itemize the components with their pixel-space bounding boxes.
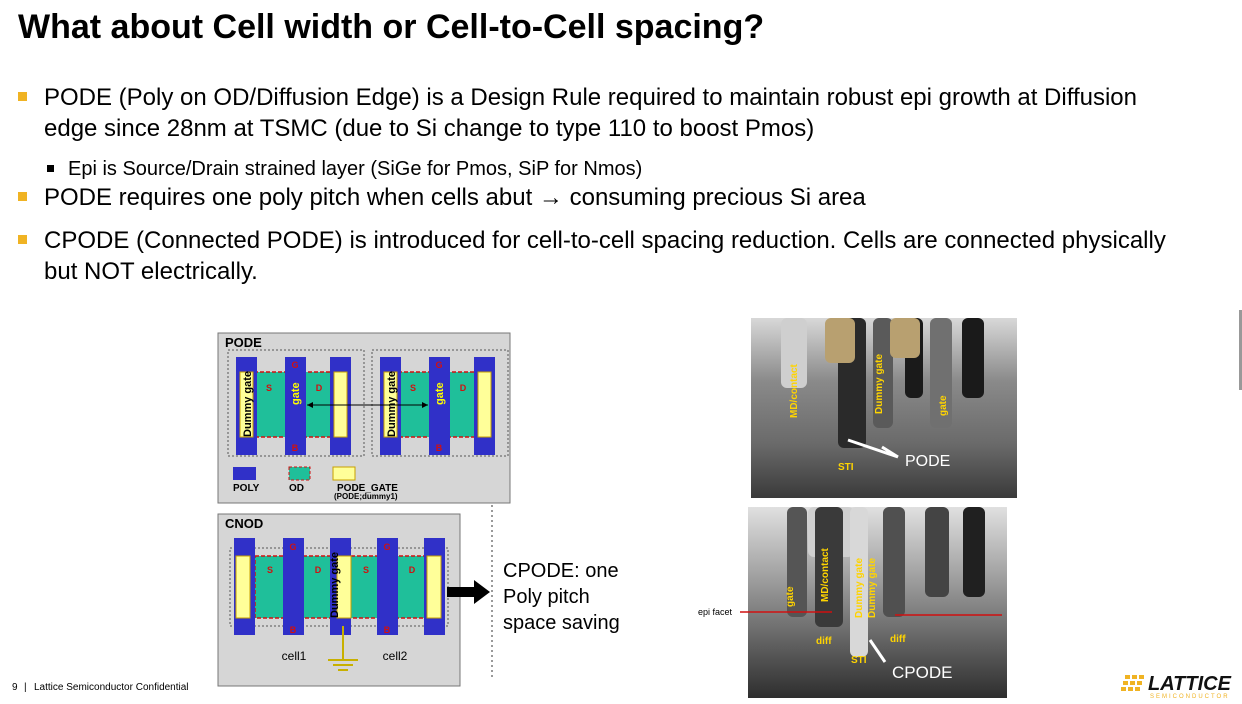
tem-feature — [890, 318, 920, 358]
dummy-gate-label: Dummy gate — [242, 371, 254, 437]
logo-mark — [1121, 687, 1126, 691]
tem-label: Dummy gate — [874, 354, 885, 414]
legend-od — [288, 466, 311, 481]
logo-mark — [1135, 687, 1140, 691]
drain-label: D — [460, 383, 467, 393]
cell-outline — [227, 349, 365, 457]
poly — [429, 357, 450, 455]
tem-feature — [962, 318, 984, 398]
scroll-mark — [1239, 310, 1242, 390]
footer-text: Lattice Semiconductor Confidential — [34, 682, 189, 693]
body-terminal: B — [384, 625, 391, 635]
tem-label: gate — [785, 586, 796, 607]
logo-mark — [1137, 681, 1142, 685]
logo-mark — [1123, 681, 1128, 685]
logo-mark — [1128, 687, 1133, 691]
tem-label: diff — [816, 636, 832, 647]
tem-label: Dummy gate — [867, 558, 878, 618]
pode-gate — [426, 555, 442, 619]
tem-label: STI — [838, 462, 854, 473]
pointer — [868, 639, 887, 663]
big-arrow — [447, 580, 490, 604]
bullet: PODE (Poly on OD/Diffusion Edge) is a De… — [18, 82, 1188, 144]
tem-feature — [963, 507, 985, 597]
pode-gate — [239, 371, 254, 438]
poly — [283, 538, 304, 635]
epi-arrows — [740, 611, 1002, 616]
poly — [377, 538, 398, 635]
bullet-list: PODE (Poly on OD/Diffusion Edge) is a De… — [18, 82, 1188, 299]
tem-label: MD/contact — [789, 363, 800, 418]
gate-terminal: G — [289, 542, 296, 552]
source-label: S — [410, 383, 416, 393]
body-terminal: B — [436, 443, 443, 453]
poly — [285, 357, 306, 455]
legend-poly — [233, 467, 256, 480]
tem-feature — [883, 507, 905, 617]
cell-label: cell2 — [383, 649, 408, 663]
dummy-gate-label: Dummy gate — [386, 371, 398, 437]
legend-pode — [332, 466, 356, 481]
tem-feature — [930, 318, 952, 428]
source-label: S — [266, 383, 272, 393]
tem-feature — [850, 507, 868, 657]
logo-mark — [1132, 675, 1137, 679]
body-terminal: B — [292, 443, 299, 453]
logo-name: LATTICE — [1148, 673, 1232, 695]
terminal-label: D — [409, 565, 416, 575]
tem-label: Dummy gate — [854, 558, 865, 618]
pode-title: PODE — [225, 335, 262, 350]
drain-label: D — [316, 383, 323, 393]
terminal-label: S — [363, 565, 369, 575]
side-label: epi facet — [698, 607, 733, 617]
logo-mark — [1125, 675, 1130, 679]
tem-label: diff — [890, 634, 906, 645]
gate-terminal: G — [435, 360, 442, 370]
logo-mark — [1130, 681, 1135, 685]
gate-terminal: G — [383, 542, 390, 552]
pode-gate — [477, 371, 492, 438]
sub-bullet: Epi is Source/Drain strained layer (SiGe… — [18, 156, 1188, 182]
tem-feature — [787, 507, 807, 617]
cell-outline — [371, 349, 509, 457]
footer-separator: | — [24, 682, 27, 693]
bullet: PODE requires one poly pitch when cells … — [18, 182, 1188, 213]
pode-gate — [235, 555, 251, 619]
bullet: CPODE (Connected PODE) is introduced for… — [18, 225, 1188, 287]
logo-mark — [1139, 675, 1144, 679]
callout-text: CPODE: one Poly pitch space saving — [503, 560, 620, 634]
tem-feature — [925, 507, 949, 597]
body-terminal: B — [290, 625, 297, 635]
tem-callout: PODE — [905, 453, 950, 470]
tem-feature — [815, 507, 843, 627]
pointer — [847, 438, 899, 459]
logo-tagline: SEMICONDUCTOR — [1150, 694, 1230, 700]
legend-label: PODE_GATE — [337, 483, 398, 494]
gate-label: gate — [290, 382, 302, 405]
terminal-label: D — [315, 565, 322, 575]
ground-symbol — [328, 626, 358, 671]
gate-terminal: G — [291, 360, 298, 370]
dummy-gate-label: Dummy gate — [329, 552, 341, 618]
pode-gate — [336, 555, 352, 619]
tem-label: STI — [851, 655, 867, 666]
legend-note: (PODE;dummy1) — [334, 492, 398, 501]
tem-feature — [873, 318, 893, 428]
gate-label: gate — [434, 382, 446, 405]
legend-label: POLY — [233, 483, 260, 494]
tem-feature — [825, 318, 855, 363]
terminal-label: S — [267, 565, 273, 575]
cnod-title: CNOD — [225, 516, 263, 531]
legend-label: OD — [289, 483, 304, 494]
cell-label: cell1 — [282, 649, 307, 663]
page-number: 9 — [12, 682, 18, 693]
tem-label: gate — [938, 395, 949, 416]
tem-feature — [781, 318, 807, 388]
tem-callout: CPODE — [892, 663, 952, 682]
tem-label: MD/contact — [820, 547, 831, 602]
slide-title: What about Cell width or Cell-to-Cell sp… — [18, 8, 765, 46]
